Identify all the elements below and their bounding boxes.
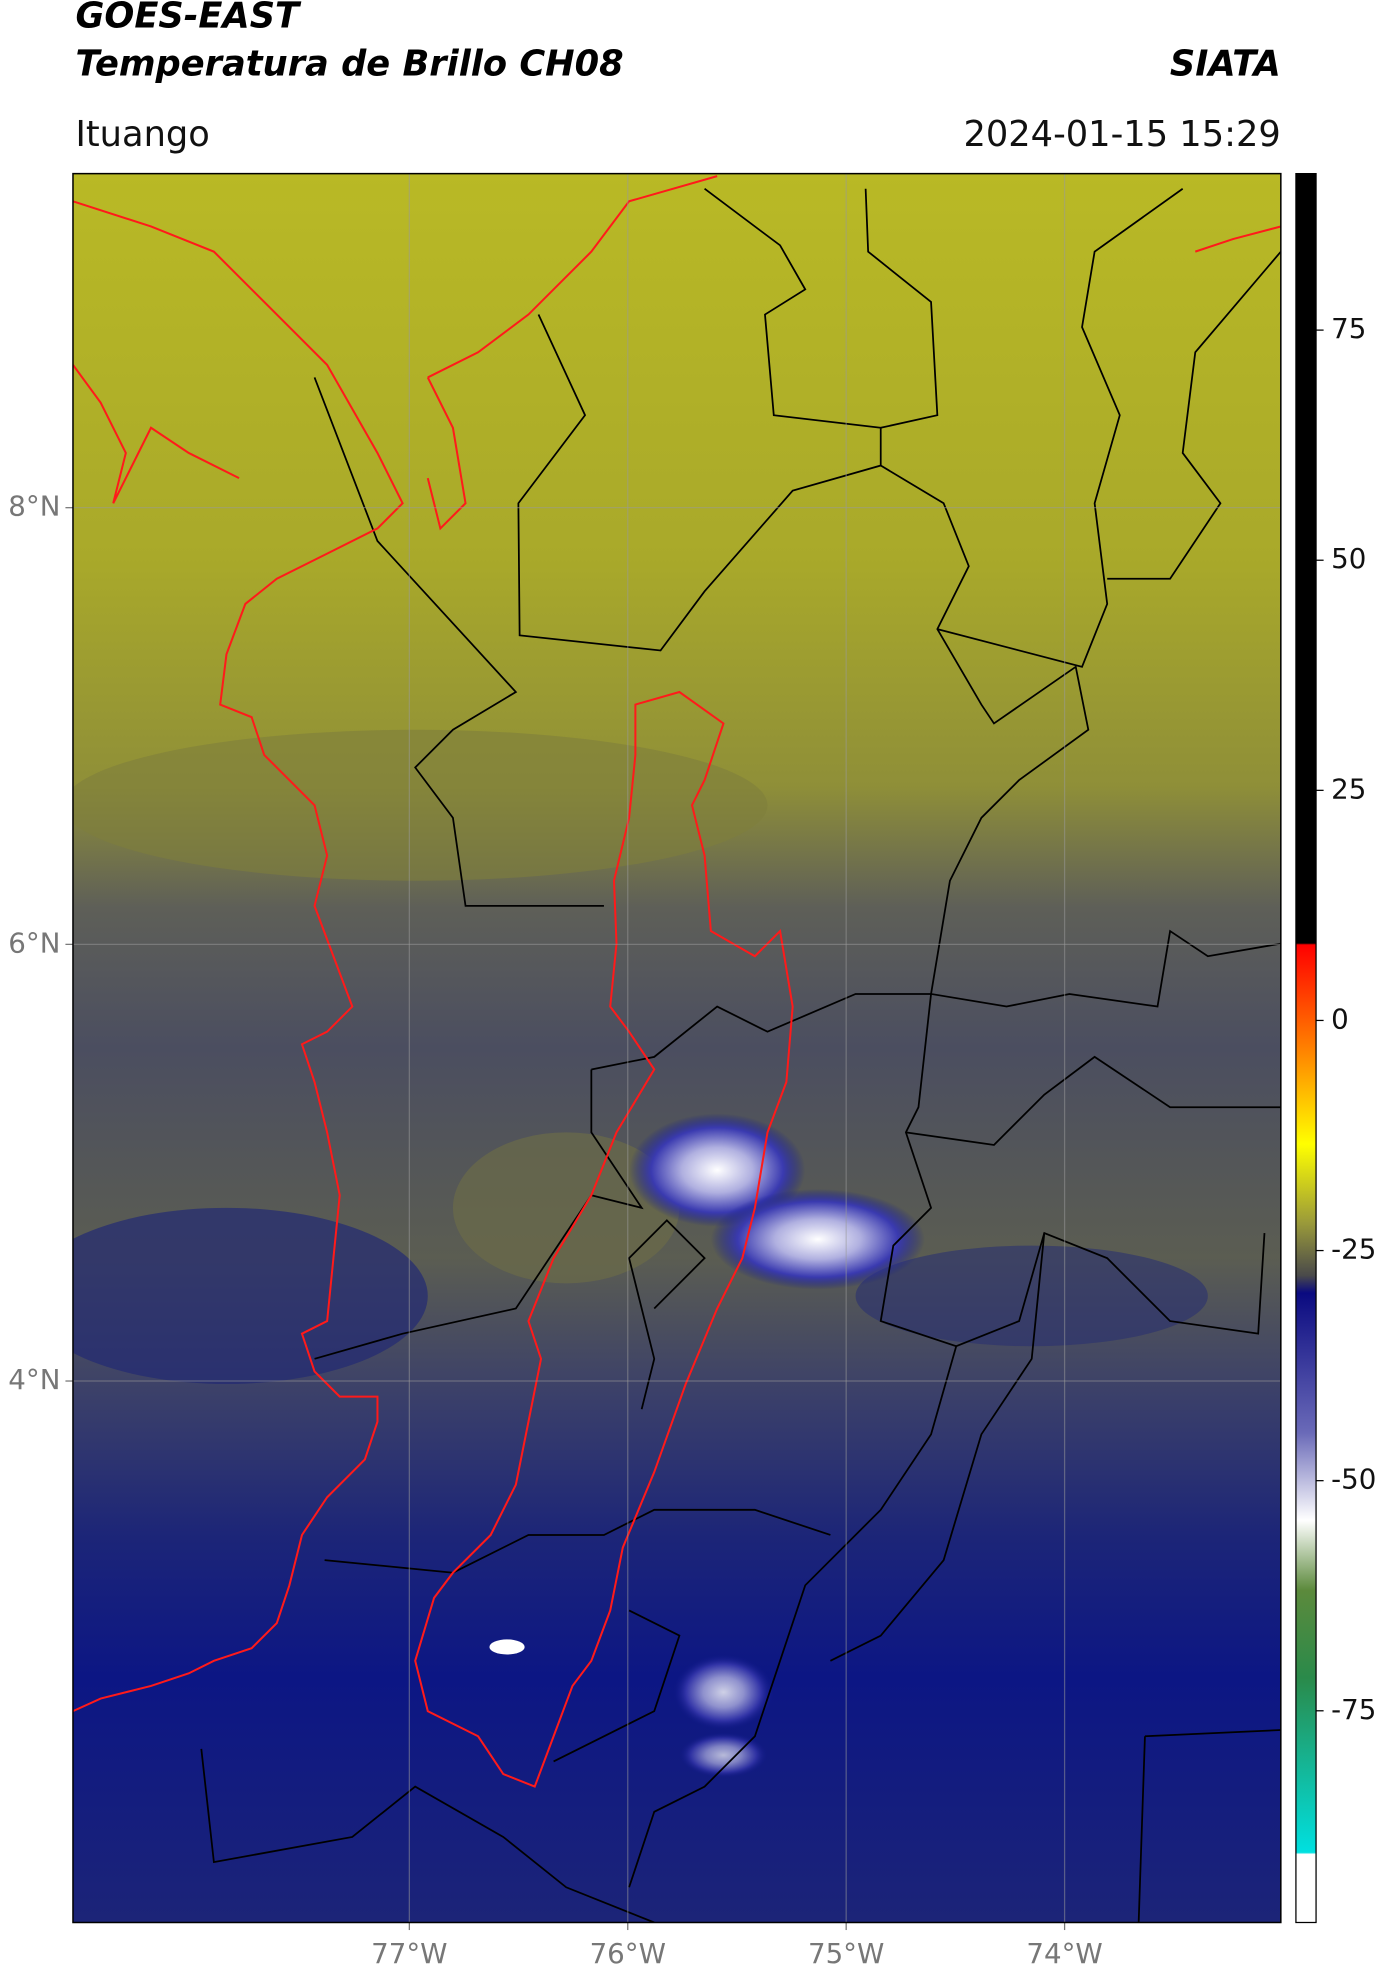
field-band xyxy=(72,729,768,881)
colorbar-tick-label: -75 xyxy=(1331,1693,1376,1726)
x-tick-label: 77°W xyxy=(371,1937,447,1970)
x-tick-label: 74°W xyxy=(1026,1937,1102,1970)
colorbar-tick-label: 50 xyxy=(1331,542,1366,575)
storm-cell xyxy=(489,1639,525,1655)
graticule: 77°W 76°W 75°W 74°W 8°N 6°N 4°N xyxy=(8,173,1281,1970)
colorbar-tick-label: 25 xyxy=(1331,772,1366,805)
colorbar-tick-label: 75 xyxy=(1331,312,1366,345)
map-field xyxy=(72,173,1281,1923)
x-tick-label: 75°W xyxy=(808,1937,884,1970)
storm-cell xyxy=(679,1732,768,1778)
field-band xyxy=(452,1132,680,1284)
y-tick-label: 8°N xyxy=(8,490,60,523)
temperature-field xyxy=(72,173,1281,1923)
datetime: 2024-01-15 15:29 xyxy=(963,114,1280,155)
colorbar-tick-label: -50 xyxy=(1331,1463,1376,1496)
coastline-and-basin xyxy=(72,175,1281,1788)
source: SIATA xyxy=(1170,43,1281,84)
location: Ituango xyxy=(75,114,209,155)
colorbar-tick-label: -25 xyxy=(1331,1233,1376,1266)
x-tick-label: 76°W xyxy=(590,1937,666,1970)
colorbar xyxy=(1295,172,1317,1924)
title: GOES-EAST xyxy=(75,0,302,37)
colorbar-ticks: 75 50 25 0 -25 -50 -75 xyxy=(1316,312,1376,1726)
storm-cell xyxy=(673,1654,774,1730)
storm-cell xyxy=(710,1188,925,1290)
y-tick-label: 4°N xyxy=(8,1363,60,1396)
map-frame xyxy=(72,172,1282,1924)
y-tick-label: 6°N xyxy=(8,926,60,959)
field-band xyxy=(72,1207,428,1384)
colorbar-tick-label: 0 xyxy=(1331,1002,1349,1035)
subtitle: Temperatura de Brillo CH08 xyxy=(75,43,623,84)
